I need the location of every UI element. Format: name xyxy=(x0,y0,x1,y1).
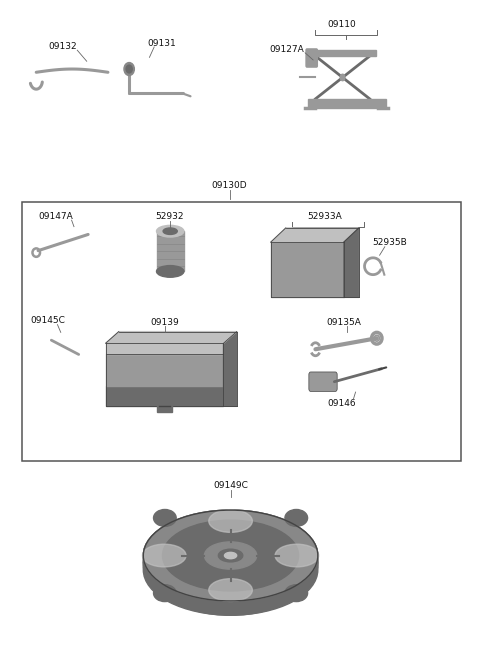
Ellipse shape xyxy=(275,544,319,567)
Bar xyxy=(314,49,376,56)
Text: 09127A: 09127A xyxy=(270,45,304,54)
Bar xyxy=(22,202,461,461)
Ellipse shape xyxy=(144,520,318,610)
Text: 09131: 09131 xyxy=(148,39,177,47)
Bar xyxy=(157,405,172,411)
Ellipse shape xyxy=(144,510,318,601)
Polygon shape xyxy=(106,332,237,344)
Bar xyxy=(106,354,224,386)
Text: 09130D: 09130D xyxy=(212,181,247,191)
FancyBboxPatch shape xyxy=(306,49,317,67)
Text: 09110: 09110 xyxy=(327,20,356,30)
Ellipse shape xyxy=(285,509,308,526)
FancyBboxPatch shape xyxy=(309,372,337,392)
Text: 09132: 09132 xyxy=(49,42,77,51)
Ellipse shape xyxy=(144,510,318,615)
Text: 52933A: 52933A xyxy=(308,212,342,221)
Bar xyxy=(271,242,344,298)
Text: 09145C: 09145C xyxy=(31,316,65,325)
Ellipse shape xyxy=(144,515,318,606)
Ellipse shape xyxy=(340,74,345,81)
Text: 09146: 09146 xyxy=(327,399,356,407)
Bar xyxy=(156,231,184,271)
Text: 09147A: 09147A xyxy=(39,212,73,221)
Text: 52935B: 52935B xyxy=(372,238,408,248)
Text: 52932: 52932 xyxy=(155,212,183,221)
Ellipse shape xyxy=(154,585,176,602)
Polygon shape xyxy=(271,228,359,242)
Text: 09139: 09139 xyxy=(150,317,179,327)
Text: 09135A: 09135A xyxy=(326,317,361,327)
Ellipse shape xyxy=(144,524,318,615)
Ellipse shape xyxy=(218,549,243,562)
Ellipse shape xyxy=(163,520,299,591)
Ellipse shape xyxy=(204,542,257,569)
Ellipse shape xyxy=(126,65,132,73)
Text: 09149C: 09149C xyxy=(213,481,248,490)
Ellipse shape xyxy=(285,585,308,602)
Ellipse shape xyxy=(163,228,177,235)
Ellipse shape xyxy=(154,509,176,526)
Ellipse shape xyxy=(209,579,252,601)
Bar xyxy=(308,99,386,108)
Bar xyxy=(106,386,224,406)
Polygon shape xyxy=(224,332,237,406)
Ellipse shape xyxy=(143,544,186,567)
Ellipse shape xyxy=(156,265,184,277)
Ellipse shape xyxy=(144,510,318,601)
Bar xyxy=(106,344,224,354)
Ellipse shape xyxy=(209,510,252,532)
Polygon shape xyxy=(344,228,359,298)
Ellipse shape xyxy=(156,225,184,237)
Ellipse shape xyxy=(124,62,134,76)
Ellipse shape xyxy=(225,553,237,558)
